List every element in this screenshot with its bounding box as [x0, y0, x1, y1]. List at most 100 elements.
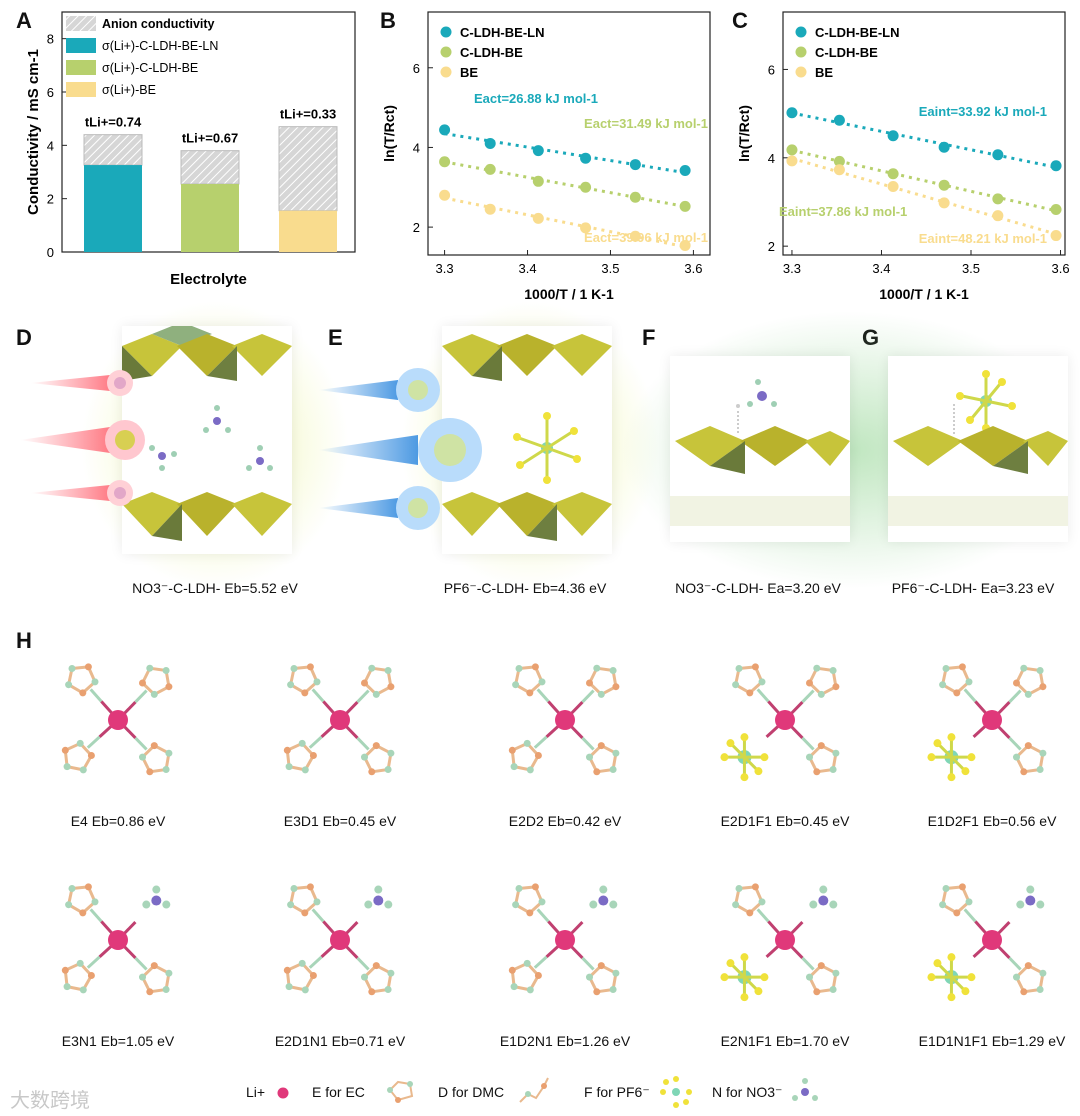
ring-atom-2-2-2	[586, 753, 593, 761]
cluster-9	[927, 883, 1047, 1002]
legend-text-B-0: C-LDH-BE-LN	[460, 25, 544, 40]
ldh-layers-e	[442, 334, 612, 541]
cluster-2	[508, 663, 620, 776]
legend-text-a-2: σ(Li+)-C-LDH-BE	[102, 61, 198, 75]
ring-atom-6-0-0	[290, 885, 298, 892]
ring-atom-8-0-3	[746, 909, 754, 917]
point-C-1-2	[887, 168, 899, 180]
link-9-0	[963, 908, 977, 923]
n-atom-9	[1025, 895, 1036, 906]
ring-atom-9-2-3	[1024, 962, 1032, 970]
cluster-label-1: E3D1 Eb=0.45 eV	[283, 813, 397, 829]
ring-atom-1-2-2	[361, 753, 368, 761]
point-C-2-1	[833, 164, 845, 176]
ring-atom-8-2-1	[813, 988, 821, 996]
panel-label-a: A	[16, 8, 32, 33]
cluster-6	[283, 883, 395, 996]
ring-atom-2-1-1	[612, 683, 620, 691]
f-atom-8-2	[720, 973, 729, 982]
ring-atom-2-2-1	[593, 768, 601, 776]
ldh-top-layer	[122, 322, 292, 381]
ring-atom-7-3-1	[508, 966, 516, 974]
ytick-label-B-0: 2	[413, 220, 420, 235]
ldh-surface-f	[670, 379, 850, 526]
cluster-label-3: E2D1F1 Eb=0.45 eV	[720, 813, 850, 829]
cluster-label-5: E3N1 Eb=1.05 eV	[61, 1033, 175, 1049]
ring-atom-6-2-3	[372, 962, 380, 970]
ring-atom-3-0-4	[732, 681, 740, 689]
ytick-label-a-0: 0	[47, 245, 54, 260]
xlabel-B: 1000/T / 1 K-1	[524, 286, 614, 302]
ring-atom-8-0-4	[732, 901, 740, 909]
ring-atom-1-3-2	[298, 739, 306, 747]
n-atom-6	[373, 895, 384, 906]
link-5-2	[134, 956, 148, 971]
panel-label-h: H	[16, 628, 32, 653]
panel-d-box	[122, 322, 292, 554]
li-center-8	[775, 930, 795, 950]
xtick-label-B-1: 3.4	[518, 261, 536, 276]
ring-atom-6-2-0	[384, 986, 392, 993]
link-8-0	[756, 908, 770, 923]
point-B-0-1	[484, 137, 496, 149]
link-4-1	[1008, 689, 1022, 704]
ring-atom-7-3-4	[526, 986, 534, 994]
caption-f: NO3⁻-C-LDH- Ea=3.20 eV	[675, 580, 841, 596]
ytick-label-a-1: 2	[47, 192, 54, 207]
ring-atom-3-0-2	[758, 678, 766, 686]
ring-atom-0-3-2	[76, 739, 84, 747]
point-C-2-4	[992, 210, 1004, 222]
f-atom-4-4	[933, 739, 942, 748]
eact-label-C-0: Eaint=33.92 kJ mol-1	[919, 104, 1047, 119]
ytick-label-a-4: 8	[47, 32, 54, 47]
ring-atom-7-2-3	[597, 962, 605, 970]
point-C-2-5	[1050, 230, 1062, 242]
ring-atom-9-2-1	[1020, 988, 1028, 996]
fit-line-C-1	[791, 148, 1057, 213]
xtick-label-C-0: 3.3	[783, 261, 801, 276]
ring-atom-8-2-4	[832, 969, 840, 977]
ring-atom-2-1-2	[597, 690, 605, 698]
ring-atom-5-3-4	[79, 986, 87, 994]
ring-atom-1-0-1	[306, 663, 314, 671]
tli-label-0: tLi+=0.74	[85, 115, 142, 130]
ring-atom-8-2-0	[829, 986, 837, 993]
bar-anion-2	[278, 126, 338, 212]
ring-atom-7-0-4	[512, 901, 520, 909]
legend-marker-B-1	[440, 46, 452, 58]
ring-atom-3-2-3	[817, 742, 825, 750]
ring-atom-4-1-3	[1013, 679, 1020, 687]
caption-d: NO3⁻-C-LDH- Eb=5.52 eV	[132, 580, 298, 596]
legend-swatch-a-1	[66, 38, 96, 53]
point-B-1-0	[439, 156, 451, 168]
watermark-text: 大数跨境	[10, 1090, 90, 1112]
ring-atom-3-1-3	[806, 679, 813, 687]
ring-atom-6-3-2	[298, 959, 306, 967]
ytick-label-B-2: 6	[413, 61, 420, 76]
li-center-3	[775, 710, 795, 730]
link-2-2	[581, 736, 595, 751]
cluster-4	[927, 663, 1047, 782]
ring-atom-2-3-0	[510, 763, 518, 771]
o-atom-5-a	[142, 900, 151, 909]
cluster-label-6: E2D1N1 Eb=0.71 eV	[274, 1033, 406, 1049]
ring-atom-5-0-1	[84, 883, 92, 891]
f-atom-4-2	[927, 753, 936, 762]
li-center-2	[555, 710, 575, 730]
ring-atom-0-2-0	[162, 766, 170, 773]
link-7-3	[533, 955, 548, 969]
ring-atom-7-2-0	[609, 986, 617, 993]
ring-atom-1-0-0	[290, 665, 298, 672]
link-1-1	[356, 689, 370, 704]
dmc-molecule-icon	[519, 1077, 549, 1103]
f-atom-3-2	[720, 753, 729, 762]
point-B-0-3	[580, 152, 592, 164]
ring-atom-3-0-3	[746, 689, 754, 697]
point-B-0-0	[439, 124, 451, 136]
link-0-1	[134, 689, 148, 704]
ytick-label-C-0: 2	[768, 239, 775, 254]
ring-atom-1-1-1	[387, 683, 395, 691]
link-4-0	[963, 688, 977, 703]
ring-atom-0-0-1	[84, 663, 92, 671]
fit-line-B-1	[444, 160, 686, 208]
